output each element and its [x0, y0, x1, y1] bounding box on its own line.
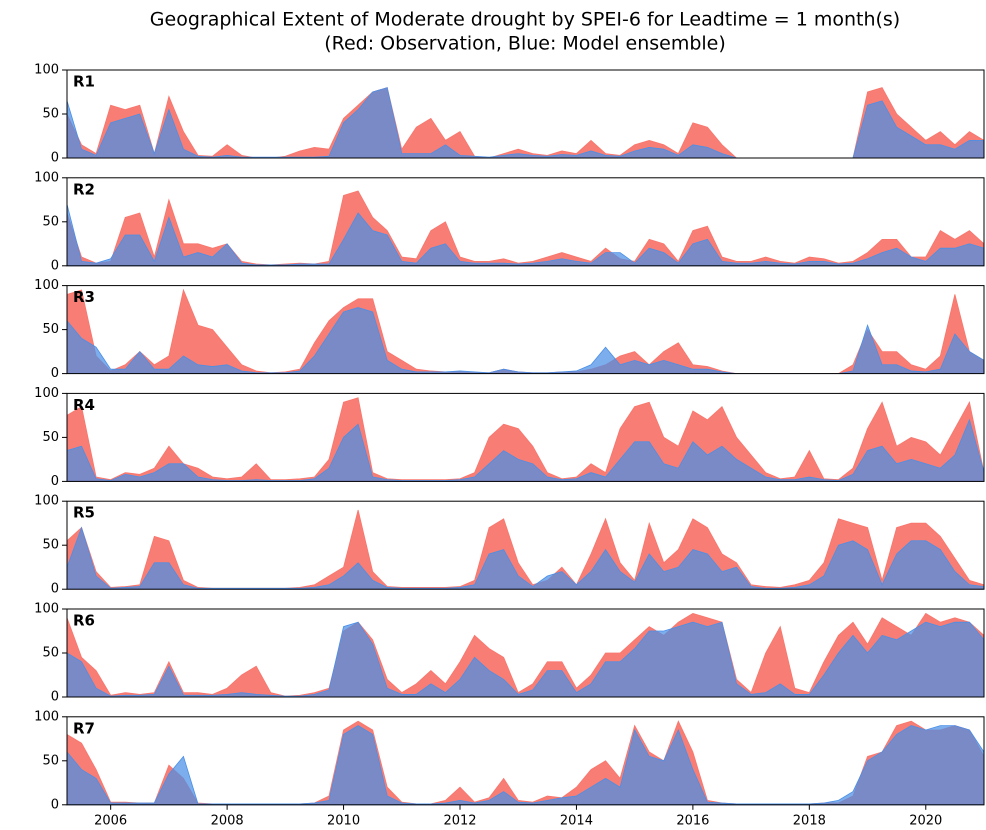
- x-tick-label: 2008: [211, 813, 244, 828]
- y-tick-label: 0: [51, 151, 59, 166]
- y-tick-label: 50: [42, 322, 59, 337]
- chart-subtitle: (Red: Observation, Blue: Model ensemble): [324, 33, 726, 55]
- y-tick-label: 100: [34, 278, 59, 293]
- y-tick-label: 100: [34, 602, 59, 617]
- chart-title: Geographical Extent of Moderate drought …: [150, 9, 900, 31]
- y-tick-label: 50: [42, 646, 59, 661]
- y-tick-label: 100: [34, 494, 59, 509]
- panel-label: R6: [73, 612, 95, 630]
- x-tick-label: 2014: [560, 813, 593, 828]
- panel-label: R5: [73, 504, 95, 522]
- y-tick-label: 50: [42, 538, 59, 553]
- y-tick-label: 0: [51, 474, 59, 489]
- x-tick-label: 2020: [909, 813, 942, 828]
- panel-label: R1: [73, 73, 95, 91]
- y-tick-label: 50: [42, 107, 59, 122]
- area: [66, 87, 985, 159]
- y-tick-label: 100: [34, 709, 59, 724]
- area: [66, 526, 985, 590]
- area: [66, 720, 985, 806]
- panel-label: R7: [73, 719, 95, 737]
- area: [66, 87, 985, 159]
- y-tick-label: 0: [51, 582, 59, 597]
- area: [66, 307, 985, 374]
- area: [66, 621, 985, 698]
- y-tick-label: 0: [51, 366, 59, 381]
- panel-label: R2: [73, 180, 95, 198]
- plot-frame: [66, 716, 985, 806]
- area: [66, 418, 985, 482]
- x-tick-label: 2006: [94, 813, 127, 828]
- y-tick-label: 0: [51, 258, 59, 273]
- y-tick-label: 50: [42, 753, 59, 768]
- y-tick-label: 100: [34, 170, 59, 185]
- y-tick-label: 50: [42, 214, 59, 229]
- y-tick-label: 100: [34, 386, 59, 401]
- y-tick-label: 0: [51, 797, 59, 812]
- plot-frame: [66, 69, 985, 159]
- area: [66, 204, 985, 267]
- area: [66, 288, 985, 374]
- y-tick-label: 0: [51, 690, 59, 705]
- x-tick-label: 2012: [443, 813, 476, 828]
- y-tick-label: 100: [34, 63, 59, 78]
- x-tick-label: 2016: [676, 813, 709, 828]
- y-tick-label: 50: [42, 430, 59, 445]
- panel-label: R3: [73, 288, 95, 306]
- area: [66, 725, 985, 806]
- panel-label: R4: [73, 396, 95, 414]
- area: [66, 397, 985, 482]
- x-tick-label: 2018: [793, 813, 826, 828]
- x-tick-label: 2010: [327, 813, 360, 828]
